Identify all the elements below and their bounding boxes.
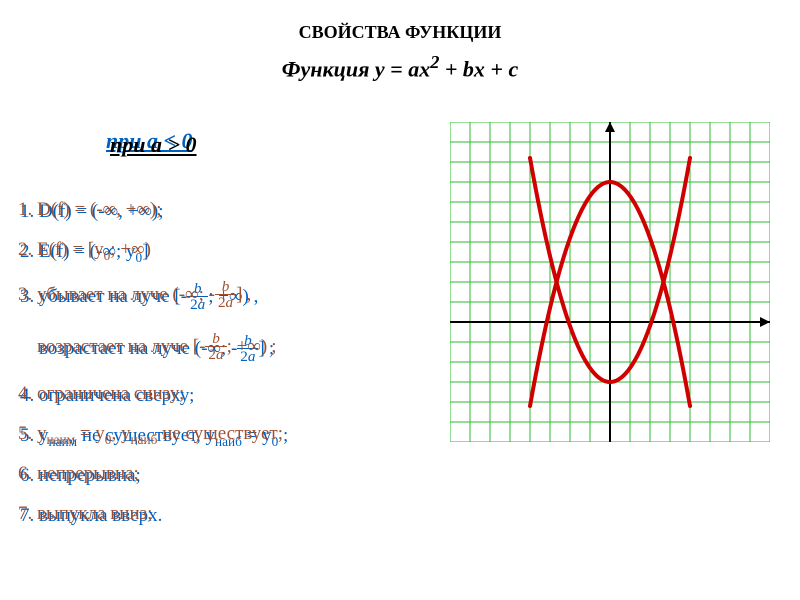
property-brown-text: 6. непрерывна; (18, 464, 139, 485)
property-brown-text: 5. yнаим = y0, yнаиб не существует; (18, 424, 283, 447)
property-row-3: 3. убывает на луче [-b2a; +∞) ,3. убывае… (18, 280, 448, 332)
property-row-5: 4. ограничена сверху;4. ограничена снизу… (18, 384, 448, 424)
property-brown-text: 1. D(f) = (-∞, +∞); (18, 200, 161, 221)
property-brown-text: 2. E(f) = [y0; +∞) (18, 240, 151, 263)
property-row-2: 2. E(f) = (-∞; y0]2. E(f) = [y0; +∞) (18, 240, 448, 280)
property-brown-text: 3. убывает на луче (-∞; -b2a], (18, 280, 251, 311)
property-row-6: 5. yнаим не существует, yнаиб = y0 ;5. y… (18, 424, 448, 464)
property-brown-text: 7. выпукла вниз; (18, 504, 152, 525)
property-row-7: 6. непрерывна;6. непрерывна; (18, 464, 448, 504)
parabola-graph (450, 122, 770, 442)
property-row-4: возрастает на луче (-∞; -b2a]; возрастае… (18, 332, 448, 384)
property-brown-text: возрастает на луче [-b2a; +∞); (18, 332, 277, 363)
property-brown-text: 4. ограничена снизу; (18, 384, 184, 405)
property-row-1: 1. D(f) = (-∞, +∞);1. D(f) = (-∞, +∞); (18, 200, 448, 240)
page-title: СВОЙСТВА ФУНКЦИИ (0, 22, 800, 43)
condition-a-positive: при a > 0 (110, 132, 197, 158)
property-row-8: 7. выпукла вверх.7. выпукла вниз; (18, 504, 448, 544)
subtitle: Функция y = ax2 + bx + c (0, 52, 800, 82)
properties-list: 1. D(f) = (-∞, +∞);1. D(f) = (-∞, +∞);2.… (18, 200, 448, 544)
